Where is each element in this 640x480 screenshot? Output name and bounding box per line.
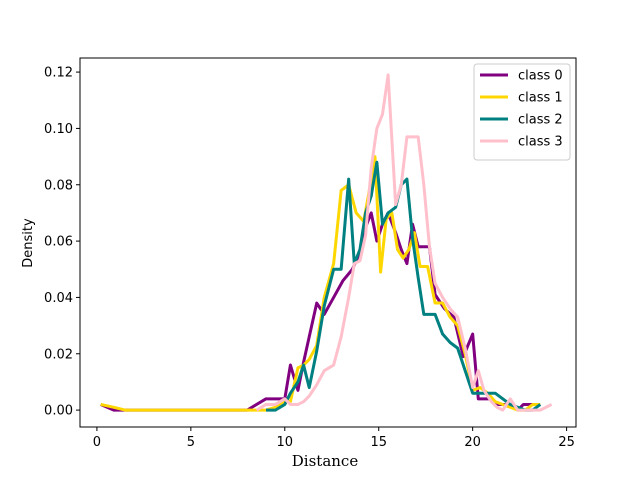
- y-tick-label: 0.08: [44, 178, 73, 193]
- legend-box: [473, 63, 571, 161]
- x-axis-ticks: 0 5 10 15 20 25: [93, 427, 575, 450]
- y-tick-label: 0.02: [44, 347, 73, 362]
- legend-label: class 2: [518, 113, 563, 128]
- series-layer: [100, 73, 553, 412]
- legend: class 0 class 1 class 2 class 3: [473, 63, 571, 161]
- y-tick-label: 0.12: [44, 66, 73, 81]
- x-tick-label: 15: [370, 435, 387, 450]
- legend-label: class 0: [518, 69, 563, 84]
- legend-label: class 3: [518, 135, 563, 150]
- y-axis-ticks: 0.00 0.02 0.04 0.06 0.08 0.10 0.12: [44, 66, 80, 419]
- x-tick-label: 20: [464, 435, 481, 450]
- y-axis-title: Density: [21, 218, 36, 268]
- x-axis-title: Distance: [292, 452, 359, 470]
- x-tick-label: 25: [558, 435, 575, 450]
- legend-label: class 1: [518, 91, 563, 106]
- x-tick-label: 5: [187, 435, 195, 450]
- y-tick-label: 0.10: [44, 122, 73, 137]
- plot-frame: [79, 57, 577, 428]
- series-line-class-3: [255, 73, 553, 412]
- y-tick-label: 0.00: [44, 404, 73, 419]
- y-tick-label: 0.04: [44, 291, 73, 306]
- x-tick-label: 0: [93, 435, 101, 450]
- y-tick-label: 0.06: [44, 235, 73, 250]
- x-tick-label: 10: [277, 435, 294, 450]
